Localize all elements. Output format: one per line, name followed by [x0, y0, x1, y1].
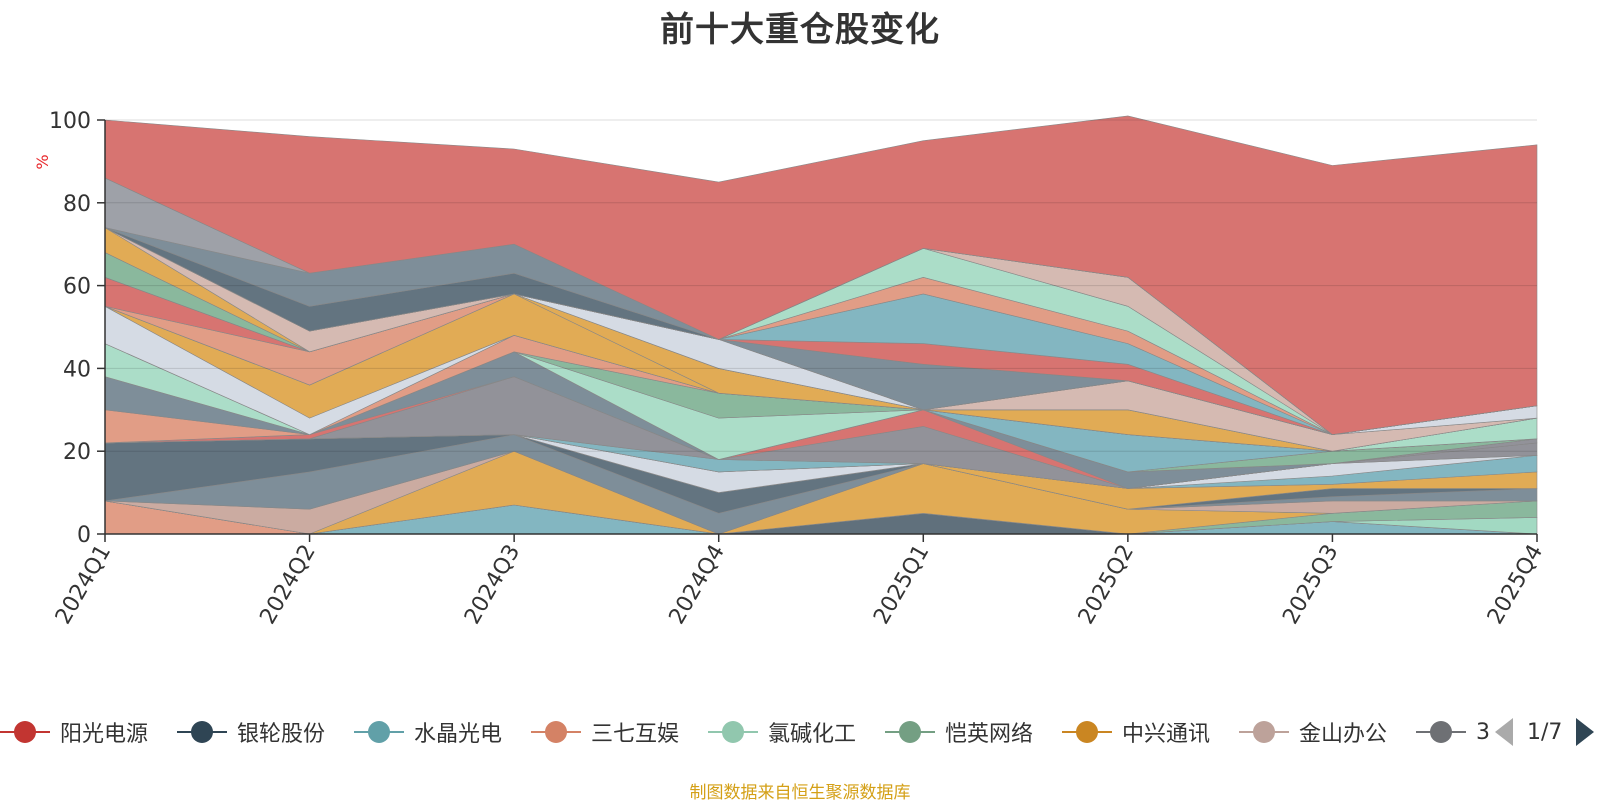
legend-label: 氯碱化工 — [768, 722, 857, 747]
y-tick-label-0: 0 — [77, 523, 91, 548]
legend-label: 恺英网络 — [945, 722, 1034, 747]
legend-item-7[interactable]: 金山办公 — [1239, 712, 1387, 752]
y-tick-label-40: 40 — [63, 357, 91, 382]
legend-marker-icon — [354, 721, 404, 743]
x-tick-label-2025Q4: 2025Q4 — [1483, 541, 1548, 629]
legend-item-3[interactable]: 三七互娱 — [531, 712, 679, 752]
legend-label: 中兴通讯 — [1122, 722, 1211, 747]
y-tick-label-100: 100 — [49, 109, 91, 134]
pager-next-arrow-icon[interactable] — [1576, 718, 1595, 746]
x-tick-label-2025Q1: 2025Q1 — [869, 541, 934, 629]
legend-marker-icon — [1062, 721, 1112, 743]
legend-pager: 1/7 — [1495, 712, 1595, 752]
x-tick-label-2024Q3: 2024Q3 — [460, 541, 525, 629]
legend-marker-icon — [708, 721, 758, 743]
gridlines — [105, 119, 1537, 452]
x-tick-label-2025Q3: 2025Q3 — [1278, 541, 1343, 629]
y-axis-label: % — [33, 154, 52, 169]
area-s44 — [104, 115, 1538, 435]
y-tick-label-60: 60 — [63, 275, 91, 300]
legend-item-5[interactable]: 恺英网络 — [885, 712, 1033, 752]
legend-label: 3 — [1476, 719, 1490, 745]
legend-item-4[interactable]: 氯碱化工 — [708, 712, 856, 752]
legend-marker-icon — [1416, 721, 1466, 743]
legend-label: 三七互娱 — [591, 722, 680, 747]
chart-title: 前十大重仓股变化 — [660, 10, 940, 50]
legend-page-indicator: 1/7 — [1527, 719, 1563, 745]
legend-marker-icon — [885, 721, 935, 743]
legend-label: 金山办公 — [1299, 722, 1388, 747]
y-tick-label-20: 20 — [63, 440, 91, 465]
legend: 阳光电源 银轮股份 水晶光电 三七互娱 氯碱化工 恺英网络 中兴通讯 金山办公 3 — [0, 712, 1600, 752]
legend-marker-icon — [531, 721, 581, 743]
x-tick-label-2024Q2: 2024Q2 — [255, 541, 320, 629]
legend-item-2[interactable]: 水晶光电 — [354, 712, 502, 752]
legend-marker-icon — [1239, 721, 1289, 743]
legend-item-0[interactable]: 阳光电源 — [0, 712, 148, 752]
source-note: 制图数据来自恒生聚源数据库 — [689, 783, 911, 803]
legend-item-6[interactable]: 中兴通讯 — [1062, 712, 1210, 752]
pager-prev-arrow-icon[interactable] — [1495, 718, 1513, 746]
x-tick-label-2025Q2: 2025Q2 — [1074, 541, 1139, 629]
area-series-group — [104, 115, 1538, 535]
legend-marker-icon — [177, 721, 227, 743]
legend-item-1[interactable]: 银轮股份 — [177, 712, 325, 752]
legend-label: 水晶光电 — [414, 722, 503, 747]
legend-item-8[interactable]: 3 — [1416, 712, 1504, 752]
legend-label: 银轮股份 — [237, 722, 326, 747]
x-tick-label-2024Q4: 2024Q4 — [665, 541, 730, 629]
legend-marker-icon — [0, 721, 50, 743]
y-tick-label-80: 80 — [63, 192, 91, 217]
legend-label: 阳光电源 — [60, 722, 149, 747]
x-tick-label-2024Q1: 2024Q1 — [51, 541, 116, 629]
